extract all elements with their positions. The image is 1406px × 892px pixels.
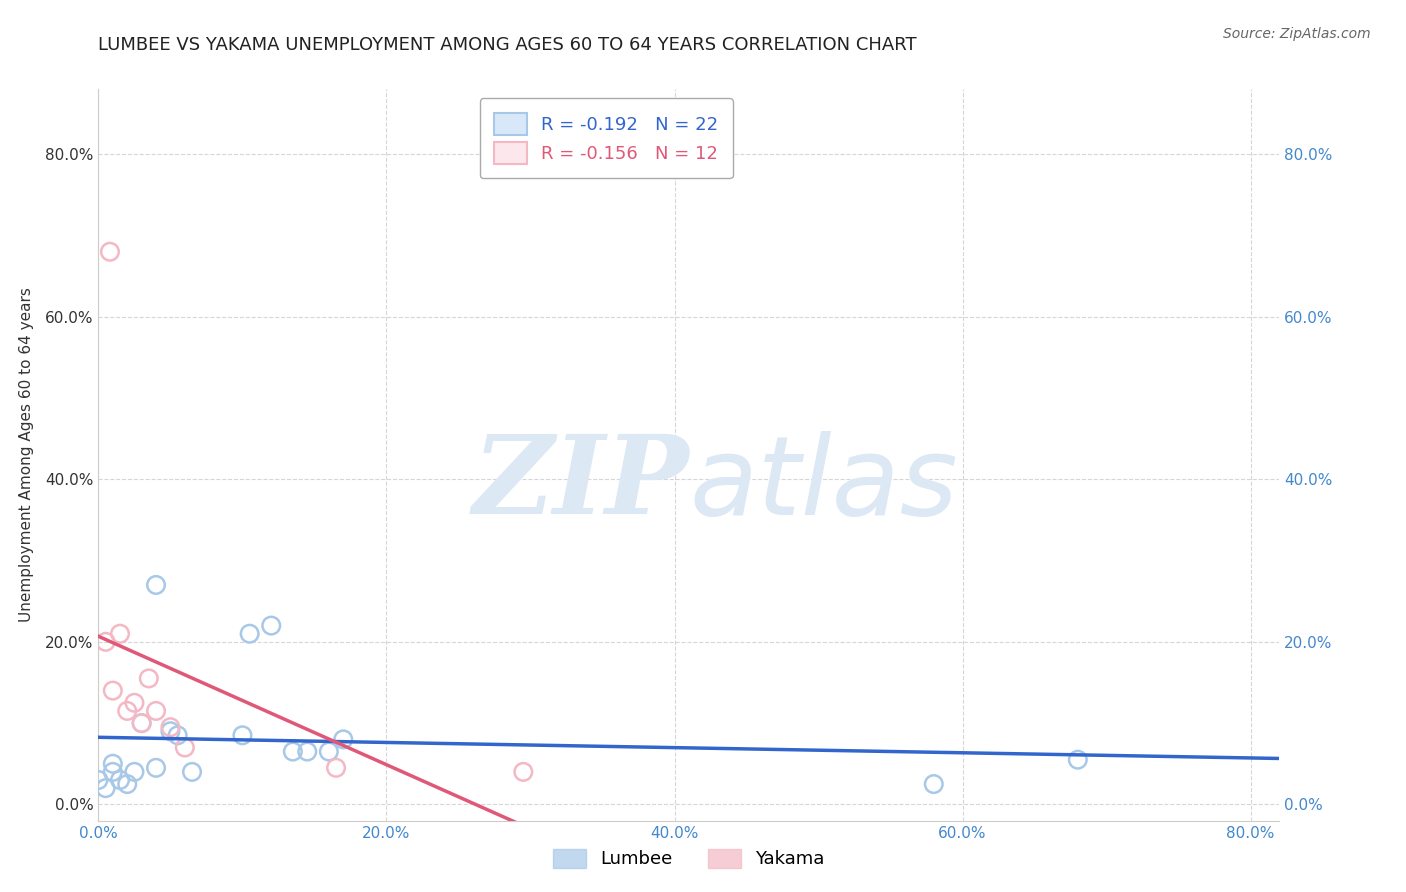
- Point: [138, 672, 160, 686]
- Point: [101, 764, 124, 779]
- Point: [115, 777, 138, 791]
- Point: [145, 704, 167, 718]
- Y-axis label: Unemployment Among Ages 60 to 64 years: Unemployment Among Ages 60 to 64 years: [18, 287, 34, 623]
- Point: [173, 740, 195, 755]
- Point: [159, 724, 181, 739]
- Point: [98, 244, 121, 259]
- Point: [181, 764, 204, 779]
- Point: [108, 772, 131, 787]
- Point: [922, 777, 945, 791]
- Point: [145, 578, 167, 592]
- Text: LUMBEE VS YAKAMA UNEMPLOYMENT AMONG AGES 60 TO 64 YEARS CORRELATION CHART: LUMBEE VS YAKAMA UNEMPLOYMENT AMONG AGES…: [98, 36, 917, 54]
- Point: [239, 626, 262, 640]
- Point: [145, 761, 167, 775]
- Point: [108, 626, 131, 640]
- Text: Source: ZipAtlas.com: Source: ZipAtlas.com: [1223, 27, 1371, 41]
- Point: [94, 635, 117, 649]
- Point: [87, 772, 110, 787]
- Legend: Lumbee, Yakama: Lumbee, Yakama: [544, 840, 834, 878]
- Point: [512, 764, 534, 779]
- Point: [1067, 753, 1090, 767]
- Point: [325, 761, 347, 775]
- Point: [101, 683, 124, 698]
- Point: [166, 728, 188, 742]
- Point: [101, 756, 124, 771]
- Point: [124, 764, 146, 779]
- Text: ZIP: ZIP: [472, 431, 689, 538]
- Point: [124, 696, 146, 710]
- Point: [231, 728, 253, 742]
- Point: [281, 745, 304, 759]
- Point: [131, 716, 153, 731]
- Point: [260, 618, 283, 632]
- Point: [297, 745, 319, 759]
- Point: [94, 781, 117, 796]
- Point: [332, 732, 354, 747]
- Point: [115, 704, 138, 718]
- Point: [159, 720, 181, 734]
- Text: atlas: atlas: [689, 431, 957, 538]
- Point: [131, 716, 153, 731]
- Point: [318, 745, 340, 759]
